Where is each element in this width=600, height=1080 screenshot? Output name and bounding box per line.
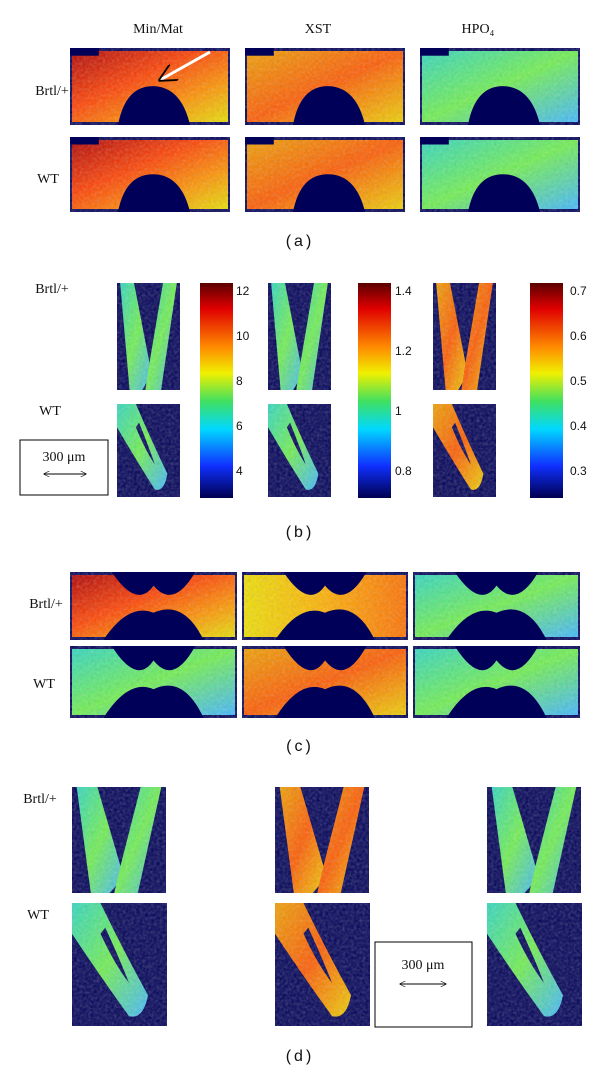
edge xyxy=(245,48,274,56)
row-label: WT xyxy=(37,172,59,187)
marrow xyxy=(275,609,375,640)
row-label: WT xyxy=(27,908,49,923)
marrow xyxy=(454,646,539,671)
heatmap-image xyxy=(413,646,580,718)
edge xyxy=(420,137,449,145)
scale-label: 300 μm xyxy=(43,450,86,465)
edge xyxy=(70,48,99,56)
heatmap-image xyxy=(275,787,369,893)
colorbar-label: 10 xyxy=(236,329,250,343)
marrow xyxy=(293,86,365,125)
column-header: XST xyxy=(305,22,332,37)
heatmap-image xyxy=(242,646,408,718)
texture xyxy=(275,903,370,1026)
caption: (c) xyxy=(286,738,314,755)
colorbar xyxy=(200,283,233,498)
marrow xyxy=(275,685,375,718)
colorbar-label: 0.5 xyxy=(570,374,587,388)
marrow xyxy=(446,685,547,718)
heatmap-image xyxy=(420,137,580,212)
marrow xyxy=(111,646,196,671)
marrow xyxy=(283,572,367,595)
texture xyxy=(487,787,581,893)
colorbar-label: 4 xyxy=(236,464,243,478)
marrow xyxy=(293,174,365,212)
texture xyxy=(117,404,180,497)
column-header: HPO₄ xyxy=(462,22,495,37)
heatmap-image xyxy=(117,283,180,390)
heatmap-image xyxy=(72,787,166,893)
colorbar-label: 0.8 xyxy=(395,464,412,478)
row-label: WT xyxy=(33,677,55,692)
texture xyxy=(487,903,582,1026)
heatmap-image xyxy=(245,137,405,212)
colorbar-label: 1.4 xyxy=(395,284,412,298)
row-label: Brtl/+ xyxy=(23,792,57,807)
scale-box xyxy=(19,439,109,496)
edge xyxy=(245,137,274,145)
heatmap-image xyxy=(70,137,230,212)
marrow xyxy=(283,646,367,671)
caption: (b) xyxy=(286,524,315,541)
colorbar-label: 1.2 xyxy=(395,344,412,358)
marrow xyxy=(468,86,540,125)
colorbar-label: 0.7 xyxy=(570,284,587,298)
row-label: Brtl/+ xyxy=(29,597,63,612)
marrow xyxy=(103,609,204,640)
row-label: WT xyxy=(39,404,61,419)
heatmap-image xyxy=(245,48,405,125)
row-label: Brtl/+ xyxy=(35,282,69,297)
heatmap-image xyxy=(433,404,496,497)
scale-label: 300 μm xyxy=(402,958,445,973)
caption: (a) xyxy=(286,233,315,250)
heatmap-image xyxy=(275,903,370,1026)
marrow xyxy=(454,572,539,595)
texture xyxy=(275,787,369,893)
colorbar-label: 6 xyxy=(236,419,243,433)
row-label: Brtl/+ xyxy=(35,84,69,99)
colorbar-label: 0.4 xyxy=(570,419,587,433)
heatmap-image xyxy=(433,283,496,390)
caption: (d) xyxy=(286,1048,315,1065)
texture xyxy=(268,283,331,390)
marrow xyxy=(118,174,190,212)
heatmap-image xyxy=(413,572,580,640)
heatmap-image xyxy=(72,903,167,1026)
heatmap-image xyxy=(268,283,331,390)
marrow xyxy=(118,86,190,125)
marrow xyxy=(103,685,204,718)
texture xyxy=(268,404,331,497)
colorbar xyxy=(358,283,391,498)
colorbar-label: 12 xyxy=(236,284,250,298)
column-header: Min/Mat xyxy=(133,22,183,37)
texture xyxy=(117,283,180,390)
colorbar xyxy=(530,283,563,498)
marrow xyxy=(111,572,196,595)
heatmap-image xyxy=(487,903,582,1026)
heatmap-image xyxy=(70,572,237,640)
heatmap-image xyxy=(70,646,237,718)
heatmap-image xyxy=(420,48,580,125)
colorbar-label: 8 xyxy=(236,374,243,388)
texture xyxy=(433,283,496,390)
marrow xyxy=(468,174,540,212)
marrow xyxy=(446,609,547,640)
heatmap-image xyxy=(242,572,408,640)
heatmap-image xyxy=(117,404,180,497)
edge xyxy=(70,137,99,145)
colorbar-label: 1 xyxy=(395,404,402,418)
colorbar-label: 0.6 xyxy=(570,329,587,343)
colorbar-label: 0.3 xyxy=(570,464,587,478)
texture xyxy=(72,903,167,1026)
heatmap-image xyxy=(487,787,581,893)
texture xyxy=(72,787,166,893)
heatmap-image xyxy=(70,48,230,125)
edge xyxy=(420,48,449,56)
arrow xyxy=(160,50,211,80)
texture xyxy=(433,404,496,497)
heatmap-image xyxy=(268,404,331,497)
